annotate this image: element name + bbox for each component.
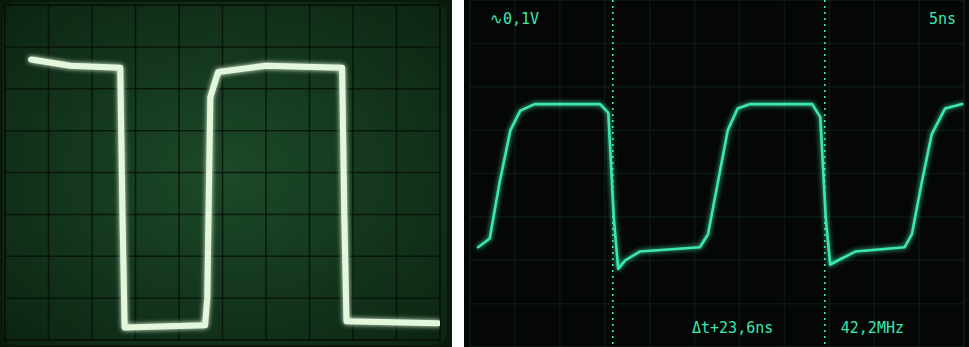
grid-line <box>5 172 440 174</box>
grid-line <box>470 129 964 131</box>
panel-background <box>464 0 969 347</box>
grid-line <box>470 43 964 45</box>
grid-line <box>5 214 440 216</box>
grid-line <box>470 86 964 88</box>
graticule <box>5 5 440 340</box>
traces <box>478 104 962 269</box>
grid-line <box>470 303 964 305</box>
annotation: ∿0,1V <box>490 10 539 28</box>
grid-line <box>5 297 440 299</box>
panel-background <box>0 0 452 347</box>
trace <box>31 59 438 327</box>
annotation: 42,2MHz <box>841 319 904 337</box>
grid-line <box>5 130 440 132</box>
cursor-line <box>612 0 614 347</box>
annotation: Δt+23,6ns <box>692 319 773 337</box>
annotation: 5ns <box>929 10 956 28</box>
plot-frame <box>5 5 440 340</box>
trace <box>478 104 962 269</box>
grid-line <box>470 346 964 347</box>
gap <box>452 0 464 347</box>
traces <box>31 59 438 327</box>
grid-line <box>5 88 440 90</box>
grid-line <box>470 173 964 175</box>
grid-line <box>5 256 440 258</box>
cursor-line <box>824 0 826 347</box>
screen <box>464 0 969 347</box>
screen <box>3 2 447 345</box>
grid-line <box>5 46 440 48</box>
grid-line <box>470 216 964 218</box>
graticule <box>470 0 964 347</box>
plot-frame <box>470 0 964 347</box>
scope-panel: ∿0,1V 5ns Δt+23,6ns 42,2MHz <box>464 0 969 347</box>
scope-panel <box>0 0 452 347</box>
figure: ∿0,1V 5ns Δt+23,6ns 42,2MHz <box>0 0 969 347</box>
grid-line <box>470 260 964 262</box>
